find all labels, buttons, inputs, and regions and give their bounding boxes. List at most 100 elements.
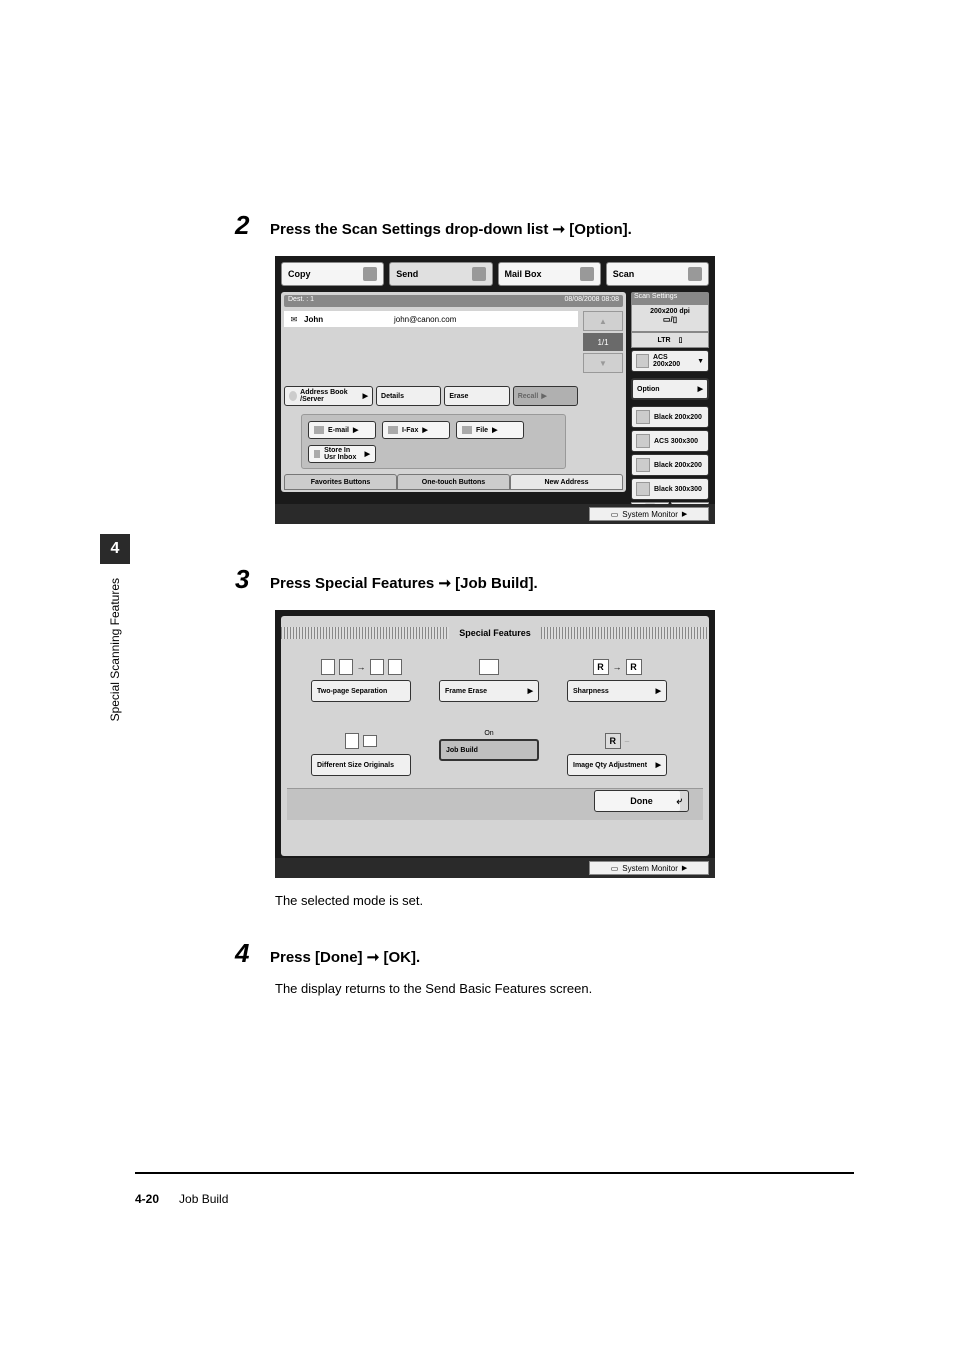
system-monitor-button[interactable]: ▭System Monitor▶ xyxy=(589,861,709,875)
chapter-label: Special Scanning Features xyxy=(108,578,122,721)
recall-button[interactable]: Recall▶ xyxy=(513,386,578,406)
erase-button[interactable]: Erase xyxy=(444,386,509,406)
page-down-button[interactable]: ▼ xyxy=(583,353,623,373)
chevron-right-icon: ▶ xyxy=(656,761,661,769)
r-gray-icon: R xyxy=(605,733,621,749)
ifax-button[interactable]: I-Fax ▶ xyxy=(382,421,450,439)
file-button[interactable]: File▶ xyxy=(456,421,524,439)
orientation-icons: ▭/▯ xyxy=(635,315,705,324)
diffsize-label: Different Size Originals xyxy=(317,762,394,769)
step-2-number: 2 xyxy=(235,210,270,241)
tab-copy[interactable]: Copy xyxy=(281,262,384,286)
onetouch-tab[interactable]: One-touch Buttons xyxy=(397,474,510,490)
step-3-note: The selected mode is set. xyxy=(275,893,855,908)
step-3-number: 3 xyxy=(235,564,270,595)
acs-icon xyxy=(636,354,649,368)
tab-copy-label: Copy xyxy=(288,269,311,279)
step-4: 4 Press [Done] ➞ [OK]. xyxy=(235,938,855,969)
step-3: 3 Press Special Features ➞ [Job Build]. xyxy=(235,564,855,595)
action-group: E-mail▶ I-Fax ▶ File▶ Store In Usr Inbox▶ xyxy=(301,414,566,469)
sharpness-button[interactable]: Sharpness▶ xyxy=(567,680,667,702)
dropdown-icon: ▼ xyxy=(697,358,704,365)
ifax-icon xyxy=(388,426,398,434)
step-4-text: Press [Done] ➞ [OK]. xyxy=(270,947,420,968)
frameerase-label: Frame Erase xyxy=(445,688,487,695)
sharpness-cell: R→R Sharpness▶ xyxy=(567,656,667,702)
details-label: Details xyxy=(381,393,404,400)
scan-settings-header: Scan Settings xyxy=(631,292,709,304)
preset-3[interactable]: Black 200x200 xyxy=(631,454,709,476)
preset-icon xyxy=(636,458,650,472)
tab-send[interactable]: Send xyxy=(389,262,492,286)
chevron-right-icon: ▶ xyxy=(682,510,687,518)
step-4-text-a: Press [Done] xyxy=(270,949,367,966)
page-up-button[interactable]: ▲ xyxy=(583,311,623,331)
timestamp: 08/08/2008 08:08 xyxy=(565,296,620,306)
favorites-tab[interactable]: Favorites Buttons xyxy=(284,474,397,490)
twopage-button[interactable]: Two-page Separation xyxy=(311,680,411,702)
option-button[interactable]: Option ▶ xyxy=(631,378,709,400)
scan-settings-panel: Scan Settings 200x200 dpi ▭/▯ LTR ▯ ACS 2… xyxy=(631,292,709,492)
system-monitor-button[interactable]: ▭System Monitor▶ xyxy=(589,507,709,521)
step-4-number: 4 xyxy=(235,938,270,969)
arrow-icon: ➞ xyxy=(438,575,451,592)
imgqty-icon: R⎯ xyxy=(567,730,667,752)
diffsize-button[interactable]: Different Size Originals xyxy=(311,754,411,776)
stripe-left xyxy=(281,627,449,639)
dpi-value: 200x200 dpi xyxy=(635,308,705,315)
top-tabs: Copy Send Mail Box Scan xyxy=(281,262,709,286)
acs-label: ACS 200x200 xyxy=(653,354,693,368)
frameerase-button[interactable]: Frame Erase▶ xyxy=(439,680,539,702)
chevron-right-icon: ▶ xyxy=(698,385,703,393)
return-icon: ⤶ xyxy=(676,796,682,807)
preset-4[interactable]: Black 300x300 xyxy=(631,478,709,500)
imgqty-button[interactable]: Image Qty Adjustment▶ xyxy=(567,754,667,776)
twopage-icon: → xyxy=(311,656,411,678)
tab-mailbox[interactable]: Mail Box xyxy=(498,262,601,286)
address-book-button[interactable]: Address Book /Server▶ xyxy=(284,386,373,406)
mailbox-icon xyxy=(580,267,594,281)
arrow-icon: ➞ xyxy=(367,949,380,966)
send-icon xyxy=(472,267,486,281)
dest-row[interactable]: ✉ John john@canon.com xyxy=(284,311,578,327)
bottom-tabs: Favorites Buttons One-touch Buttons New … xyxy=(284,474,623,490)
tab-mailbox-label: Mail Box xyxy=(505,269,542,279)
ifax-label: I-Fax xyxy=(402,427,418,434)
step-4-text-b: [OK]. xyxy=(379,949,420,966)
send-panel: Dest. : 1 08/08/2008 08:08 ✉ John john@c… xyxy=(281,292,626,492)
option-label: Option xyxy=(637,386,660,393)
screenshot-send-screen: Copy Send Mail Box Scan Dest. : 1 08/08/… xyxy=(275,256,715,524)
pager: ▲ 1/1 ▼ xyxy=(583,311,623,375)
chevron-right-icon: ▶ xyxy=(541,392,546,400)
acs-dropdown[interactable]: ACS 200x200 ▼ xyxy=(631,350,709,372)
r-bold-icon: R xyxy=(626,659,642,675)
tab-send-label: Send xyxy=(396,269,418,279)
details-button[interactable]: Details xyxy=(376,386,441,406)
preset-1[interactable]: Black 200x200 xyxy=(631,406,709,428)
chevron-right-icon: ▶ xyxy=(422,426,427,434)
tab-scan[interactable]: Scan xyxy=(606,262,709,286)
mid-buttons: Address Book /Server▶ Details Erase Reca… xyxy=(284,386,578,406)
done-label: Done xyxy=(630,796,653,806)
preset-2[interactable]: ACS 300x300 xyxy=(631,430,709,452)
step-2-text-a: Press the Scan Settings drop-down list xyxy=(270,221,553,238)
diffsize-icon xyxy=(311,730,411,752)
file-icon xyxy=(462,426,472,434)
store-inbox-button[interactable]: Store In Usr Inbox▶ xyxy=(308,445,376,463)
copy-icon xyxy=(363,267,377,281)
newaddress-tab[interactable]: New Address xyxy=(510,474,623,490)
paper-size-label: LTR xyxy=(658,337,671,344)
portrait-icon: ▯ xyxy=(679,336,683,344)
inbox-icon xyxy=(314,450,320,458)
jobbuild-button[interactable]: Job Build xyxy=(439,739,539,761)
sharpness-label: Sharpness xyxy=(573,688,609,695)
chevron-right-icon: ▶ xyxy=(492,426,497,434)
frameerase-cell: Frame Erase▶ xyxy=(439,656,539,702)
email-button[interactable]: E-mail▶ xyxy=(308,421,376,439)
dest-header: Dest. : 1 08/08/2008 08:08 xyxy=(284,295,623,307)
step-4-note: The display returns to the Send Basic Fe… xyxy=(275,981,855,996)
done-button[interactable]: Done ⤶ xyxy=(594,790,689,812)
step-2-text: Press the Scan Settings drop-down list ➞… xyxy=(270,219,632,240)
dest-count: Dest. : 1 xyxy=(288,296,314,306)
paper-size: LTR ▯ xyxy=(631,332,709,348)
